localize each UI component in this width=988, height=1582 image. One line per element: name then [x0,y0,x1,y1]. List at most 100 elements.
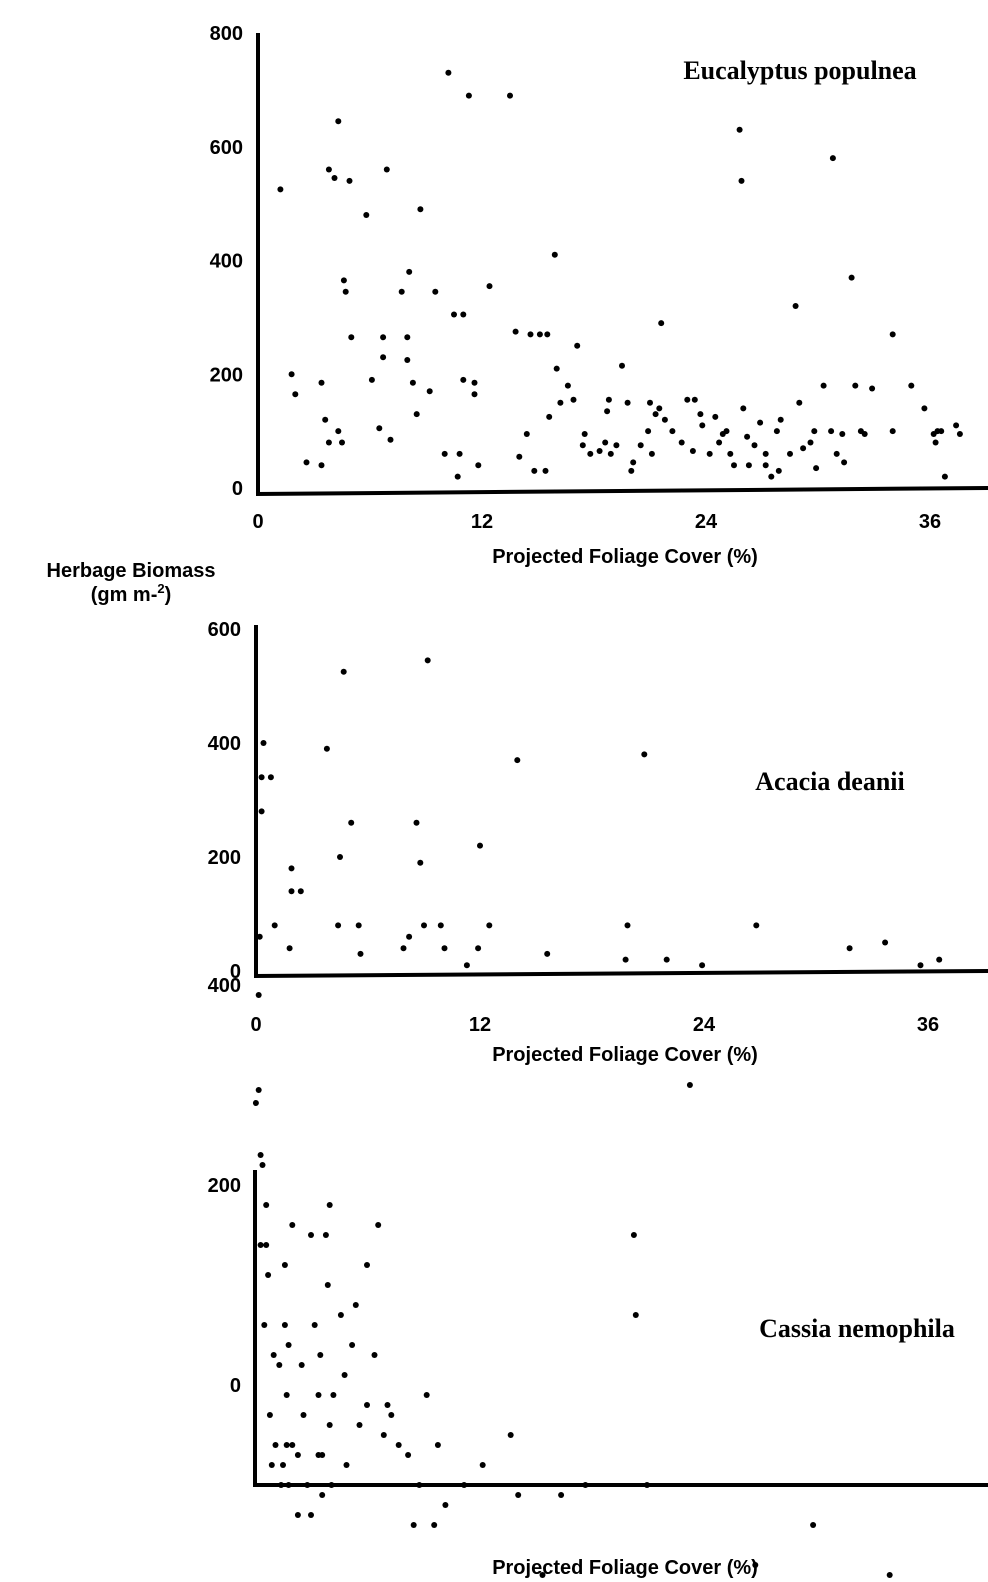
data-point [938,428,945,435]
data-point [486,283,493,290]
data-point [400,945,407,952]
data-point [280,1462,286,1468]
data-point [644,1482,650,1488]
data-point [318,462,325,469]
data-point [813,465,820,472]
data-point [341,1372,348,1378]
data-point [523,431,530,437]
data-point [283,1392,290,1398]
data-point [740,405,747,412]
data-point [259,1162,266,1168]
data-point [445,69,452,76]
data-point [507,1432,514,1438]
data-point [852,382,859,389]
data-point [337,854,343,860]
x-tick-label: 36 [919,511,941,533]
y-tick-labels: 0 200 400 [208,975,241,1397]
data-point [348,334,355,341]
panel-eucalyptus: Eucalyptus populnea 0 200 400 600 800 0 12 24 3… [210,23,988,568]
data-point [475,462,482,469]
data-point [322,416,329,423]
x-axis-title: Projected Foliage Cover (%) [492,1557,758,1579]
data-point [461,1482,468,1488]
data-point [398,288,405,295]
data-point [652,411,659,418]
data-point [811,428,818,435]
x-axis [255,486,988,496]
data-point [515,1492,522,1498]
data-point [289,1222,296,1228]
y-tick-label: 400 [208,733,241,755]
data-point [277,186,284,193]
data-point [349,1342,356,1348]
data-point [335,428,342,435]
species-label: Eucalyptus populnea [683,56,916,85]
data-point [706,450,713,457]
data-point [810,1522,817,1528]
data-point [757,419,764,426]
data-point [404,357,411,363]
data-point [315,1392,322,1398]
data-point [753,922,760,929]
species-label: Acacia deanii [755,767,905,796]
data-point [602,439,609,446]
data-point [410,1522,417,1528]
data-points [252,992,893,1578]
data-point [792,303,799,309]
data-point [434,1442,441,1448]
data-point [356,1422,363,1428]
data-point [624,922,631,929]
data-point [882,939,889,946]
data-point [723,428,730,435]
data-point [268,1462,275,1468]
data-point [423,1392,430,1398]
data-point [604,408,611,415]
data-point [762,462,769,469]
data-point [697,411,704,418]
data-point [828,428,835,435]
data-point [869,385,876,392]
x-tick-labels: 0 12 24 36 [250,1014,939,1036]
y-tick-label: 200 [210,364,243,386]
data-point [471,391,478,398]
data-point [256,933,263,940]
data-point [536,331,543,338]
data-point [558,1492,565,1498]
data-point [861,431,868,437]
data-point [326,1422,333,1428]
data-point [544,950,551,957]
data-point [699,962,706,969]
y-axis-title-line2: (gm m-2) [91,581,172,606]
data-point [716,439,723,446]
data-point [908,382,915,389]
data-point [311,1322,318,1328]
data-point [582,1482,589,1488]
data-point [557,399,564,406]
x-tick-label: 0 [250,1014,261,1036]
data-point [322,1232,329,1238]
data-point [292,391,299,398]
data-point [364,1402,370,1408]
data-point [460,376,467,383]
data-point [727,450,734,457]
data-point [678,439,685,446]
data-point [376,425,383,432]
data-point [661,416,668,423]
data-point [343,1462,350,1468]
data-point [632,1312,639,1318]
data-point [921,405,928,412]
y-tick-label: 0 [230,1375,241,1397]
data-point [294,1512,301,1518]
data-point [936,956,943,963]
data-point [738,177,745,184]
data-point [272,1442,279,1448]
data-point [460,311,467,318]
data-point [363,212,370,218]
data-point [645,428,652,435]
data-point [507,92,513,99]
data-point [252,1100,259,1106]
panel-acacia: Acacia deanii 0 200 400 600 0 12 24 36 Project… [208,619,988,1066]
data-point [375,1222,382,1228]
data-point [288,371,295,378]
data-point [624,399,631,406]
